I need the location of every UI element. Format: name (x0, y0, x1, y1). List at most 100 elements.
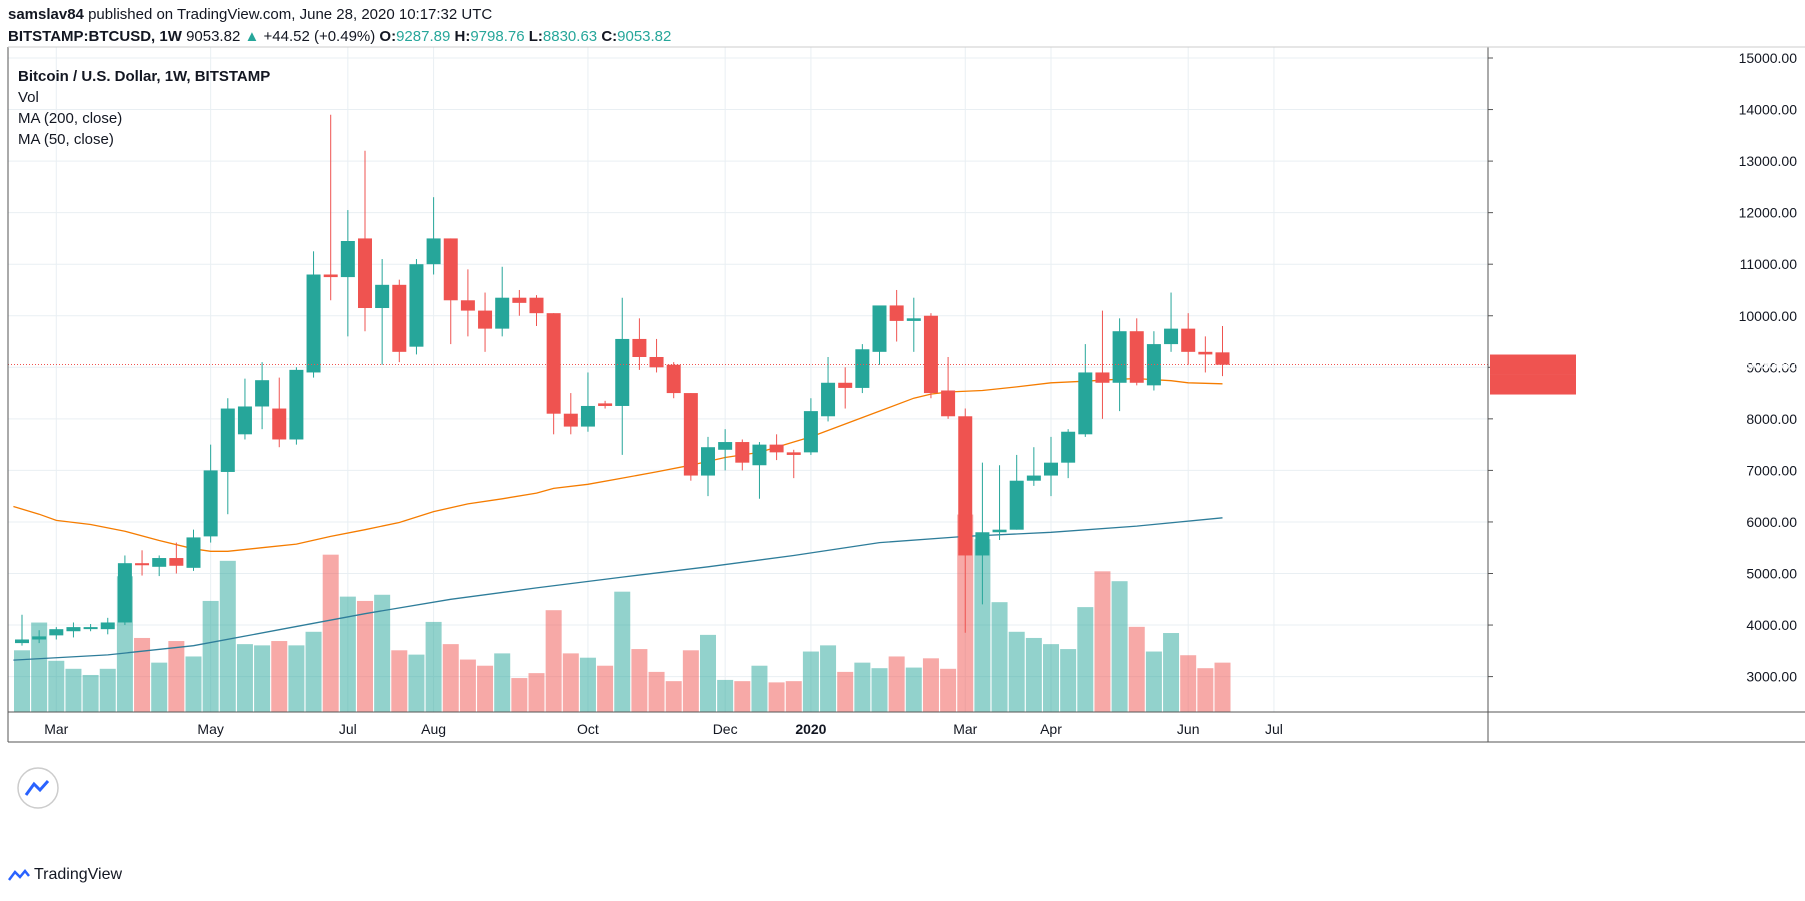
symbol-label: BITSTAMP:BTCUSD, 1W (8, 28, 182, 45)
volume-bar (408, 654, 425, 712)
volume-bar (1197, 668, 1214, 712)
y-tick-label: 5000.00 (1746, 566, 1797, 582)
up-arrow-icon: ▲ (244, 28, 260, 45)
candle-body (203, 470, 218, 537)
ma200-path (13, 517, 1223, 661)
x-tick-label: Oct (577, 721, 599, 737)
volume-bar (1163, 633, 1180, 712)
candle-body (598, 403, 613, 406)
y-tick-label: 13000.00 (1739, 153, 1798, 169)
candle-body (649, 356, 664, 368)
volume-bar (1128, 626, 1145, 712)
publish-info: samslav84 published on TradingView.com, … (8, 6, 492, 23)
volume-bar (974, 539, 991, 712)
y-tick-label: 14000.00 (1739, 102, 1798, 118)
volume-bar (442, 644, 459, 712)
candle-body (838, 382, 853, 388)
x-tick-label: Apr (1040, 721, 1062, 737)
candle-body (975, 532, 990, 556)
legend-title: Bitcoin / U.S. Dollar, 1W, BITSTAMP (18, 68, 271, 85)
volume-bar (545, 610, 562, 712)
legend-ma50[interactable]: MA (50, close) (18, 131, 114, 148)
volume-bar (374, 594, 391, 712)
volume-bar (665, 681, 682, 712)
volume-bar (14, 650, 30, 712)
candle-body (1078, 372, 1093, 435)
ma50-line (13, 377, 1223, 552)
candle-body (220, 408, 235, 472)
open-label: O: (379, 28, 397, 45)
candle-body (1164, 328, 1179, 345)
x-tick-label: Dec (713, 721, 738, 737)
volume-bar (854, 662, 871, 712)
volume-bar (700, 634, 716, 712)
candle-body (855, 349, 870, 388)
candle-body (906, 318, 921, 321)
candle-body (546, 313, 561, 414)
volume-bar (82, 674, 99, 712)
low-label: L: (528, 28, 543, 45)
chart-legend: Bitcoin / U.S. Dollar, 1W, BITSTAMP Vol … (18, 66, 270, 150)
y-tick-label: 12000.00 (1739, 205, 1798, 221)
candle-body (340, 241, 355, 278)
volume-bar (151, 662, 168, 712)
candle-body (152, 558, 167, 567)
close-label: C: (601, 28, 618, 45)
candle-body (563, 413, 578, 427)
high-label: H: (454, 28, 471, 45)
candle-body (1112, 331, 1127, 383)
volume-bar (614, 591, 631, 712)
open-value: 9287.89 (396, 28, 451, 45)
candle-body (83, 627, 98, 630)
candle-body (786, 452, 801, 455)
x-tick-label: Mar (953, 721, 977, 737)
volume-bar (65, 668, 82, 712)
candle-body (701, 447, 715, 476)
candle-body (135, 563, 150, 566)
candle-body (323, 274, 338, 278)
volume-bar (940, 668, 957, 712)
x-tick-label: 2020 (795, 721, 826, 737)
volume-bar (837, 671, 854, 712)
candle-body (580, 405, 595, 427)
high-value: 9798.76 (470, 28, 525, 45)
candle-body (889, 305, 904, 321)
volume-bar (288, 645, 305, 712)
candle-body (409, 264, 424, 347)
candle-body (255, 380, 270, 407)
volume-bar (305, 631, 322, 712)
volume-bar (871, 668, 888, 712)
y-tick-label: 7000.00 (1746, 462, 1797, 478)
volume-bars (14, 514, 1231, 712)
legend-vol[interactable]: Vol (18, 89, 39, 106)
volume-bar (717, 679, 734, 712)
volume-bar (802, 651, 819, 712)
x-tick-label: Jul (1265, 721, 1283, 737)
volume-bar (168, 641, 185, 712)
volume-bar (219, 560, 236, 712)
author-name[interactable]: samslav84 (8, 6, 84, 23)
volume-bar (494, 653, 511, 712)
legend-ma200[interactable]: MA (200, close) (18, 110, 123, 127)
volume-bar (1094, 571, 1111, 712)
time-tag-bg (1490, 374, 1576, 395)
x-tick-label: Aug (421, 721, 446, 737)
volume-bar (1180, 655, 1197, 712)
footer-brand: TradingView (34, 866, 123, 883)
x-tick-label: Jul (339, 721, 357, 737)
logo-badge-mark (24, 780, 50, 796)
tradingview-footer[interactable]: TradingView (8, 866, 122, 884)
volume-bar (185, 656, 202, 712)
candle-body (358, 238, 372, 309)
volume-bar (1008, 631, 1025, 712)
volume-bar (48, 660, 65, 712)
close-value: 9053.82 (617, 28, 672, 45)
volume-bar (579, 657, 596, 712)
candle-body (666, 364, 681, 394)
volume-bar (1077, 607, 1094, 712)
publish-text: published on TradingView.com, June 28, 2… (88, 6, 493, 23)
candle-body (443, 238, 458, 301)
candle-body (615, 338, 630, 406)
price-change: +44.52 (+0.49%) (263, 28, 376, 45)
